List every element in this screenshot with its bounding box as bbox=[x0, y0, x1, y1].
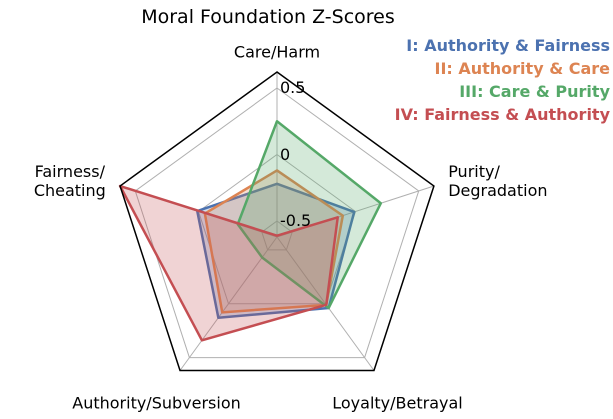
legend-entry: IV: Fairness & Authority bbox=[394, 105, 610, 124]
axis-label: Loyalty/Betrayal bbox=[332, 393, 463, 413]
axis-label: Care/Harm bbox=[233, 42, 321, 62]
axis-label: Fairness/ Cheating bbox=[33, 162, 106, 201]
legend-entry: I: Authority & Fairness bbox=[406, 36, 610, 55]
series-area bbox=[196, 182, 356, 319]
axis-label: Purity/ Degradation bbox=[448, 162, 548, 201]
series-area bbox=[203, 169, 345, 314]
legend-entry: III: Care & Purity bbox=[459, 82, 610, 101]
y-tick-label: -0.5 bbox=[280, 211, 312, 231]
y-tick-label: 0.5 bbox=[280, 77, 306, 97]
spoke bbox=[179, 236, 278, 371]
series-area bbox=[236, 119, 383, 310]
y-tick-label: 0 bbox=[280, 144, 291, 164]
grid-line bbox=[261, 220, 293, 251]
legend-entry: II: Authority & Care bbox=[434, 59, 610, 78]
frame bbox=[119, 71, 435, 372]
grid-line bbox=[134, 87, 420, 359]
series-area bbox=[118, 184, 339, 342]
axis-label: Authority/Subversion bbox=[72, 393, 241, 413]
grid-line bbox=[197, 153, 357, 305]
chart-title: Moral Foundation Z-Scores bbox=[141, 6, 395, 28]
